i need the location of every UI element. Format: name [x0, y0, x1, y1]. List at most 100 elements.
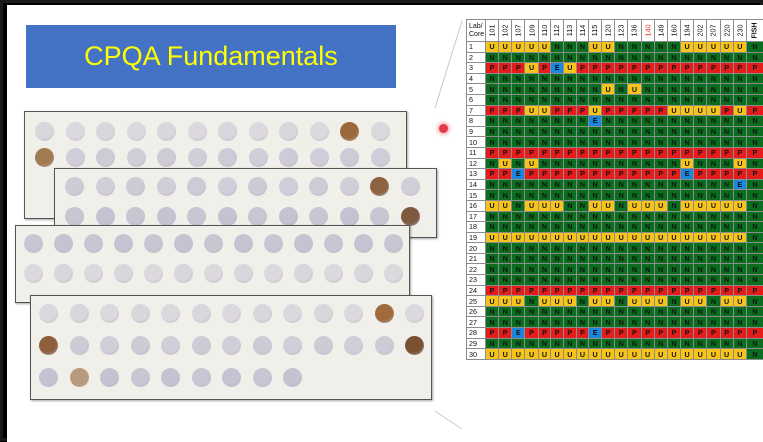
tissue-core-dot: [144, 234, 163, 253]
result-cell: N: [538, 52, 551, 63]
fish-result-cell: N: [746, 211, 763, 222]
result-cell: N: [641, 264, 654, 275]
result-cell: N: [733, 306, 746, 317]
result-cell: N: [628, 116, 641, 127]
result-cell: U: [589, 42, 602, 53]
result-cell: N: [641, 73, 654, 84]
core-number: 12: [467, 158, 486, 169]
result-cell: P: [628, 147, 641, 158]
result-cell: N: [576, 94, 589, 105]
lab-id-label: 160: [669, 25, 678, 37]
result-cell: P: [733, 285, 746, 296]
result-cell: N: [615, 275, 628, 286]
result-cell: P: [654, 285, 667, 296]
result-cell: N: [628, 211, 641, 222]
result-cell: N: [628, 275, 641, 286]
result-cell: N: [525, 211, 538, 222]
core-number: 15: [467, 190, 486, 201]
result-cell: N: [720, 338, 733, 349]
result-cell: N: [694, 222, 707, 233]
result-cell: P: [654, 147, 667, 158]
result-cell: E: [512, 169, 525, 180]
result-cell: N: [576, 158, 589, 169]
result-cell: N: [525, 338, 538, 349]
result-cell: N: [589, 179, 602, 190]
result-cell: N: [641, 42, 654, 53]
result-cell: U: [694, 232, 707, 243]
result-cell: N: [667, 264, 680, 275]
tissue-core-dot: [283, 304, 302, 323]
result-cell: N: [485, 73, 498, 84]
core-number: 17: [467, 211, 486, 222]
result-cell: N: [681, 179, 694, 190]
result-cell: N: [733, 190, 746, 201]
tissue-core-dot: [114, 234, 133, 253]
result-cell: N: [667, 73, 680, 84]
result-cell: N: [733, 116, 746, 127]
result-cell: N: [667, 222, 680, 233]
result-cell: U: [499, 296, 512, 307]
result-cell: N: [525, 179, 538, 190]
result-cell: N: [499, 243, 512, 254]
result-cell: N: [733, 73, 746, 84]
result-cell: N: [707, 190, 720, 201]
tissue-core-dot: [344, 336, 363, 355]
result-cell: P: [641, 169, 654, 180]
fish-result-cell: N: [746, 179, 763, 190]
result-cell: N: [499, 94, 512, 105]
result-cell: N: [576, 42, 589, 53]
result-cell: P: [707, 328, 720, 339]
result-cell: N: [551, 116, 564, 127]
result-cell: N: [654, 73, 667, 84]
tissue-core-dot: [384, 234, 403, 253]
result-cell: N: [563, 317, 576, 328]
tissue-core-dot: [340, 177, 359, 196]
result-cell: N: [512, 126, 525, 137]
result-cell: N: [576, 306, 589, 317]
result-cell: N: [563, 52, 576, 63]
result-cell: P: [681, 63, 694, 74]
core-number: 18: [467, 222, 486, 233]
result-cell: N: [733, 126, 746, 137]
result-cell: U: [589, 349, 602, 360]
result-cell: N: [681, 190, 694, 201]
result-cell: U: [589, 105, 602, 116]
lab-id-label: 230: [735, 25, 744, 37]
result-cell: P: [499, 285, 512, 296]
result-cell: N: [628, 306, 641, 317]
core-number: 13: [467, 169, 486, 180]
result-cell: P: [551, 147, 564, 158]
result-cell: P: [563, 105, 576, 116]
result-cell: P: [720, 169, 733, 180]
result-cell: P: [628, 328, 641, 339]
result-cell: U: [694, 42, 707, 53]
result-cell: N: [601, 253, 614, 264]
result-cell: N: [551, 264, 564, 275]
core-number: 11: [467, 147, 486, 158]
result-cell: N: [485, 126, 498, 137]
result-cell: N: [681, 317, 694, 328]
result-cell: N: [485, 116, 498, 127]
result-cell: P: [512, 105, 525, 116]
result-cell: N: [589, 338, 602, 349]
result-cell: N: [525, 126, 538, 137]
result-cell: P: [641, 63, 654, 74]
result-cell: N: [707, 73, 720, 84]
result-cell: N: [720, 116, 733, 127]
result-cell: N: [485, 306, 498, 317]
result-cell: U: [499, 232, 512, 243]
result-cell: P: [538, 285, 551, 296]
result-cell: P: [576, 169, 589, 180]
lab-id-label: 113: [565, 25, 574, 36]
result-cell: U: [641, 349, 654, 360]
result-cell: N: [707, 126, 720, 137]
tissue-core-dot: [54, 234, 73, 253]
result-cell: U: [733, 42, 746, 53]
tissue-core-dot: [253, 336, 272, 355]
result-cell: N: [538, 211, 551, 222]
result-cell: N: [641, 222, 654, 233]
